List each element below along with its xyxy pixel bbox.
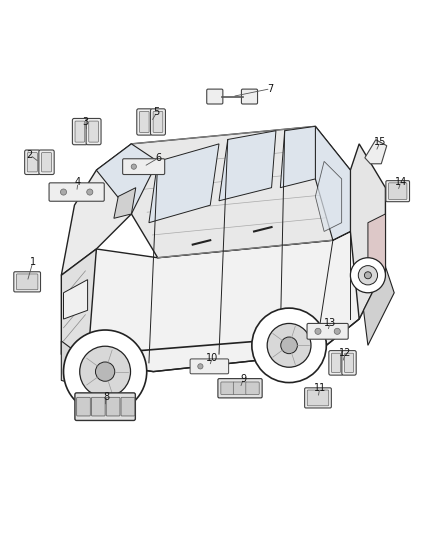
FancyBboxPatch shape xyxy=(307,390,328,406)
Text: 11: 11 xyxy=(314,383,326,393)
FancyBboxPatch shape xyxy=(389,183,407,199)
FancyBboxPatch shape xyxy=(344,353,353,373)
Circle shape xyxy=(64,330,147,413)
FancyBboxPatch shape xyxy=(123,159,165,174)
FancyBboxPatch shape xyxy=(218,378,262,398)
Circle shape xyxy=(350,258,385,293)
Polygon shape xyxy=(149,144,219,223)
FancyBboxPatch shape xyxy=(386,181,410,201)
Polygon shape xyxy=(64,280,88,319)
Polygon shape xyxy=(364,266,394,345)
Circle shape xyxy=(131,164,137,169)
Text: 12: 12 xyxy=(339,348,351,358)
Circle shape xyxy=(281,337,297,354)
Circle shape xyxy=(364,272,371,279)
Polygon shape xyxy=(350,144,385,319)
Polygon shape xyxy=(61,341,96,389)
Text: 1: 1 xyxy=(30,257,36,267)
Text: 6: 6 xyxy=(155,153,162,163)
Polygon shape xyxy=(315,161,342,231)
FancyBboxPatch shape xyxy=(190,359,229,374)
FancyBboxPatch shape xyxy=(49,183,104,201)
Text: 10: 10 xyxy=(206,353,219,362)
Polygon shape xyxy=(96,144,158,214)
FancyBboxPatch shape xyxy=(14,272,40,292)
Polygon shape xyxy=(280,126,315,188)
FancyBboxPatch shape xyxy=(342,351,356,375)
FancyBboxPatch shape xyxy=(241,89,258,104)
FancyBboxPatch shape xyxy=(137,109,152,135)
Polygon shape xyxy=(219,131,276,201)
FancyBboxPatch shape xyxy=(233,382,247,394)
Circle shape xyxy=(95,362,115,381)
Polygon shape xyxy=(61,144,131,275)
Circle shape xyxy=(87,189,93,195)
Polygon shape xyxy=(315,126,350,240)
Circle shape xyxy=(60,189,67,195)
FancyBboxPatch shape xyxy=(121,398,135,416)
FancyBboxPatch shape xyxy=(106,398,120,416)
Polygon shape xyxy=(131,126,350,258)
Polygon shape xyxy=(368,214,385,284)
FancyBboxPatch shape xyxy=(92,398,105,416)
FancyBboxPatch shape xyxy=(207,89,223,104)
Circle shape xyxy=(252,308,326,383)
FancyBboxPatch shape xyxy=(332,353,341,373)
Polygon shape xyxy=(365,140,387,164)
FancyBboxPatch shape xyxy=(75,121,85,142)
FancyBboxPatch shape xyxy=(307,324,348,339)
FancyBboxPatch shape xyxy=(139,111,149,133)
FancyBboxPatch shape xyxy=(25,150,40,174)
Circle shape xyxy=(358,265,378,285)
Text: 14: 14 xyxy=(395,177,407,188)
Circle shape xyxy=(334,328,340,334)
Text: 15: 15 xyxy=(374,136,386,147)
FancyBboxPatch shape xyxy=(305,388,331,408)
FancyBboxPatch shape xyxy=(89,121,99,142)
FancyBboxPatch shape xyxy=(42,152,52,172)
Text: 9: 9 xyxy=(240,374,247,384)
FancyBboxPatch shape xyxy=(75,393,135,421)
FancyBboxPatch shape xyxy=(27,152,37,172)
Text: 5: 5 xyxy=(154,107,160,117)
FancyBboxPatch shape xyxy=(72,118,87,145)
Text: 8: 8 xyxy=(103,392,109,402)
FancyBboxPatch shape xyxy=(17,274,38,290)
Polygon shape xyxy=(114,188,136,219)
FancyBboxPatch shape xyxy=(246,382,259,394)
Polygon shape xyxy=(79,231,385,372)
Text: 7: 7 xyxy=(268,84,274,94)
Circle shape xyxy=(198,364,203,369)
FancyBboxPatch shape xyxy=(329,351,343,375)
FancyBboxPatch shape xyxy=(77,398,90,416)
Circle shape xyxy=(80,346,131,397)
Circle shape xyxy=(315,328,321,334)
FancyBboxPatch shape xyxy=(153,111,163,133)
Text: 13: 13 xyxy=(324,318,336,328)
Polygon shape xyxy=(61,249,96,363)
FancyBboxPatch shape xyxy=(39,150,54,174)
Circle shape xyxy=(267,324,311,367)
Text: 3: 3 xyxy=(83,117,89,127)
FancyBboxPatch shape xyxy=(221,382,234,394)
Text: 2: 2 xyxy=(27,150,33,160)
FancyBboxPatch shape xyxy=(151,109,166,135)
Text: 4: 4 xyxy=(75,177,81,188)
FancyBboxPatch shape xyxy=(86,118,101,145)
